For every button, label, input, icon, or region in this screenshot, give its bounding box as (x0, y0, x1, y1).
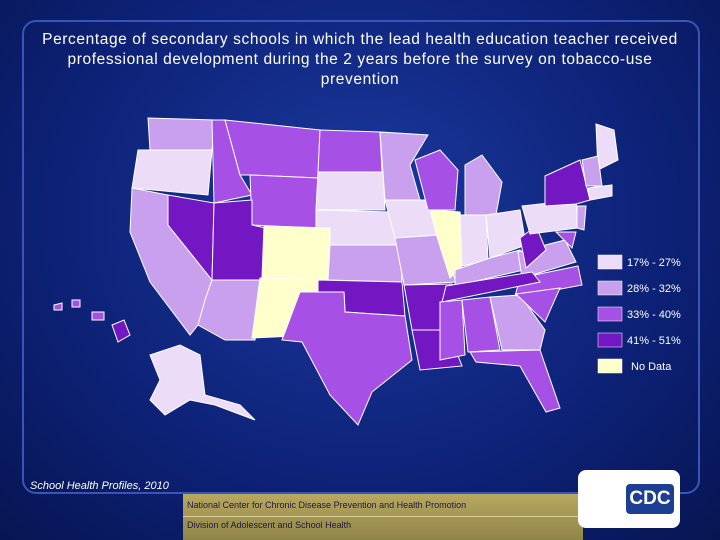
legend-swatch (597, 280, 623, 296)
legend-swatch (597, 332, 623, 348)
state (581, 155, 603, 187)
state (461, 296, 501, 353)
legend-swatch (597, 306, 623, 322)
legend-label: 41% - 51% (627, 335, 681, 347)
state (315, 171, 386, 211)
state (149, 344, 256, 421)
state (544, 159, 591, 207)
state (379, 131, 429, 201)
state (91, 311, 105, 321)
state (514, 265, 583, 297)
state (554, 231, 577, 249)
states (53, 117, 619, 426)
legend-swatch (597, 358, 623, 374)
state (587, 184, 613, 201)
logo-text: CDC (626, 484, 674, 514)
state (211, 119, 253, 204)
frame (22, 20, 700, 494)
source: School Health Profiles, 2010 (30, 480, 169, 492)
state (576, 205, 587, 231)
state (281, 291, 413, 426)
state (489, 294, 546, 351)
state (53, 302, 63, 311)
state (147, 117, 216, 151)
legend-label: 33% - 40% (627, 309, 681, 321)
footer-line: National Center for Chronic Disease Prev… (187, 500, 467, 510)
legend: 17% - 27% 28% - 32% 33% - 40% 41% - 51% No D… (597, 254, 681, 374)
state (224, 119, 321, 179)
state (249, 174, 319, 229)
state (71, 299, 81, 308)
footer-bar: National Center for Chronic Disease Prev… (183, 494, 583, 540)
state (261, 225, 331, 281)
state (459, 214, 489, 267)
legend-label: 17% - 27% (627, 257, 681, 269)
state (317, 129, 383, 173)
state (327, 244, 403, 283)
legend-swatch (597, 254, 623, 270)
footer-line: Division of Adolescent and School Health (183, 516, 583, 533)
logo: CDC (578, 470, 680, 528)
map-title: Percentage of secondary schools in which… (42, 31, 678, 88)
state (514, 287, 561, 323)
state (595, 123, 619, 171)
state (131, 149, 213, 196)
state (439, 299, 466, 361)
legend-label: 28% - 32% (627, 283, 681, 295)
state (464, 154, 503, 216)
state (111, 319, 131, 343)
state (414, 149, 459, 211)
state (441, 271, 541, 303)
state (469, 349, 561, 413)
legend-label: No Data (631, 361, 672, 373)
